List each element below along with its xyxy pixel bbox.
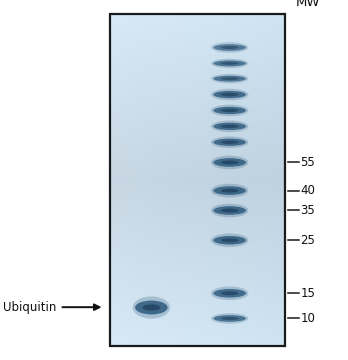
Ellipse shape <box>221 161 239 165</box>
Ellipse shape <box>213 91 246 98</box>
Ellipse shape <box>213 123 246 130</box>
Ellipse shape <box>221 62 239 65</box>
Text: 35: 35 <box>300 204 315 217</box>
Ellipse shape <box>211 156 248 169</box>
Ellipse shape <box>221 141 239 144</box>
Ellipse shape <box>213 76 246 82</box>
Ellipse shape <box>213 206 246 215</box>
Ellipse shape <box>142 305 160 311</box>
Ellipse shape <box>213 158 246 167</box>
Ellipse shape <box>211 233 248 247</box>
Text: 40: 40 <box>300 184 315 197</box>
Ellipse shape <box>213 60 246 66</box>
Ellipse shape <box>211 184 248 198</box>
Ellipse shape <box>211 89 248 100</box>
Ellipse shape <box>213 139 246 146</box>
Ellipse shape <box>221 317 239 320</box>
Ellipse shape <box>211 74 248 84</box>
Ellipse shape <box>221 291 239 295</box>
Ellipse shape <box>221 189 239 193</box>
Ellipse shape <box>211 287 248 300</box>
Ellipse shape <box>213 107 246 114</box>
Text: 55: 55 <box>300 156 315 169</box>
Ellipse shape <box>213 289 246 298</box>
Ellipse shape <box>211 59 248 68</box>
Ellipse shape <box>221 46 239 49</box>
Ellipse shape <box>211 204 248 217</box>
Ellipse shape <box>221 109 239 112</box>
Ellipse shape <box>211 105 248 116</box>
Ellipse shape <box>211 313 248 324</box>
Ellipse shape <box>221 238 239 242</box>
Text: MW: MW <box>296 0 320 9</box>
Text: 25: 25 <box>300 234 315 247</box>
Text: Ubiquitin: Ubiquitin <box>3 301 100 314</box>
Text: 15: 15 <box>300 287 315 300</box>
Ellipse shape <box>213 236 246 244</box>
Ellipse shape <box>221 93 239 96</box>
Text: 10: 10 <box>300 312 315 325</box>
Ellipse shape <box>213 315 246 322</box>
Ellipse shape <box>221 125 239 128</box>
Ellipse shape <box>213 186 246 195</box>
Ellipse shape <box>221 208 239 212</box>
Ellipse shape <box>211 136 248 148</box>
Bar <box>110 14 285 346</box>
Ellipse shape <box>213 44 246 51</box>
Ellipse shape <box>133 296 170 319</box>
Ellipse shape <box>211 42 248 53</box>
Ellipse shape <box>135 301 168 315</box>
Ellipse shape <box>221 77 239 80</box>
Ellipse shape <box>211 121 248 132</box>
